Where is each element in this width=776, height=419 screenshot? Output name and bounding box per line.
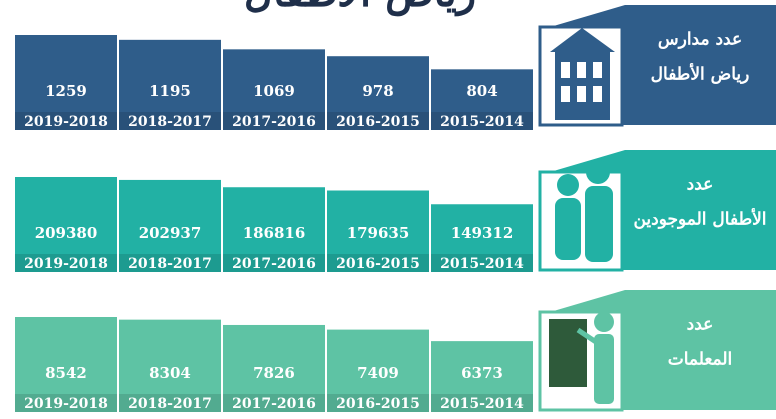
year-strip (327, 254, 429, 272)
bar (327, 329, 429, 412)
bar (431, 69, 533, 130)
year-label: 2016-2015 (336, 396, 420, 412)
icon-shape (594, 334, 614, 404)
year-label: 2016-2015 (336, 114, 420, 130)
year-label: 2018-2017 (128, 256, 212, 272)
year-label: 2018-2017 (128, 114, 212, 130)
value-label: 804 (466, 82, 497, 100)
year-strip (119, 394, 221, 412)
value-label: 6373 (461, 364, 503, 382)
value-label: 202937 (139, 224, 202, 242)
icon-shape (557, 174, 579, 196)
value-label: 8542 (45, 364, 87, 382)
icon-window (593, 86, 602, 102)
year-strip (15, 112, 117, 130)
icon-window (577, 86, 586, 102)
icon-window (561, 86, 570, 102)
icon-shape (586, 160, 610, 184)
icon (550, 28, 615, 120)
bar (119, 39, 221, 130)
icon-shape (594, 312, 614, 332)
icon (547, 312, 614, 404)
icon-shape (555, 50, 610, 120)
year-strip (223, 112, 325, 130)
year-strip (119, 112, 221, 130)
value-label: 179635 (347, 224, 410, 242)
bar (223, 49, 325, 130)
icon-shape (547, 317, 589, 389)
year-label: 2019-2018 (24, 114, 108, 130)
year-strip (15, 394, 117, 412)
bar (119, 319, 221, 412)
value-label: 186816 (243, 224, 306, 242)
year-strip (327, 112, 429, 130)
year-label: 2019-2018 (24, 256, 108, 272)
icon-window (593, 62, 602, 78)
bar (223, 324, 325, 412)
year-strip (431, 112, 533, 130)
year-strip (431, 394, 533, 412)
bar (15, 177, 117, 272)
icon-shape (555, 198, 581, 260)
row-label: الأطفال الموجودين (633, 208, 766, 230)
bar (327, 56, 429, 130)
row-label: عدد مدارس (658, 30, 742, 50)
year-strip (15, 254, 117, 272)
bar (327, 190, 429, 272)
page-title: رياض الأطفال (244, 0, 476, 17)
value-label: 149312 (451, 224, 514, 242)
year-label: 2016-2015 (336, 256, 420, 272)
bar (431, 341, 533, 412)
year-label: 2017-2016 (232, 256, 316, 272)
bar (15, 317, 117, 412)
row-label: عدد (687, 175, 714, 195)
icon (555, 160, 613, 262)
year-strip (223, 394, 325, 412)
value-label: 8304 (149, 364, 191, 382)
bar (431, 204, 533, 272)
year-strip (119, 254, 221, 272)
row-label: المعلمات (668, 350, 733, 370)
icon-window (577, 62, 586, 78)
icon-shape (585, 186, 613, 262)
value-label: 1259 (45, 82, 87, 100)
value-label: 1069 (253, 82, 295, 100)
year-label: 2019-2018 (24, 396, 108, 412)
icon-window (561, 62, 570, 78)
icon-shape (550, 28, 615, 52)
value-label: 209380 (35, 224, 98, 242)
value-label: 1195 (149, 82, 191, 100)
year-label: 2018-2017 (128, 396, 212, 412)
year-strip (223, 254, 325, 272)
year-strip (327, 394, 429, 412)
row-label: عدد (687, 315, 714, 335)
year-label: 2017-2016 (232, 114, 316, 130)
year-label: 2015-2014 (440, 114, 524, 130)
value-label: 7826 (253, 364, 295, 382)
value-label: 7409 (357, 364, 399, 382)
year-label: 2015-2014 (440, 256, 524, 272)
year-strip (431, 254, 533, 272)
year-label: 2017-2016 (232, 396, 316, 412)
bar (223, 187, 325, 272)
bar (15, 35, 117, 130)
year-label: 2015-2014 (440, 396, 524, 412)
row-label: رياض الأطفال (651, 63, 750, 85)
value-label: 978 (362, 82, 393, 100)
bar (119, 179, 221, 272)
icon-shape (576, 327, 598, 345)
